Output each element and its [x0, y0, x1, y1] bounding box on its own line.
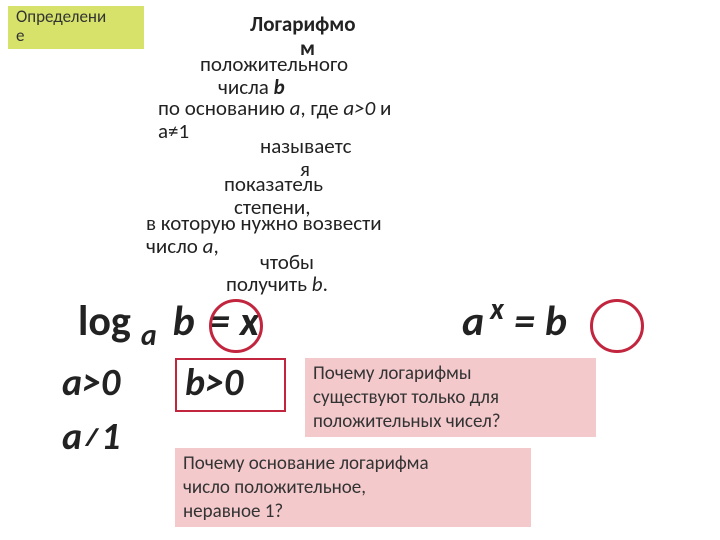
def-l4f: a≠1	[158, 119, 189, 143]
q2-l1: Почему основание логарифма	[183, 452, 429, 475]
q1-l1: Почему логарифмы	[313, 362, 472, 385]
sym-arg-b: b	[173, 296, 195, 347]
highlight-circle-b1	[209, 299, 263, 353]
q2-l2: число положительное,	[183, 476, 366, 499]
def-l7: в которую нужно возвести	[146, 211, 382, 235]
sym-b2: b	[545, 296, 567, 347]
highlight-box-bpos	[175, 358, 286, 412]
q1-l3: положительных чисел?	[313, 410, 501, 433]
sym-log: log	[78, 296, 131, 347]
sym-eq2: =	[514, 296, 535, 347]
cond-a-ne1: a≠1	[62, 414, 120, 460]
def-l7b: число a,	[146, 234, 219, 258]
cond-a-pos: a>0	[62, 360, 120, 406]
definition-label: Определени е	[8, 6, 144, 49]
q1-l2: существуют только для	[313, 386, 499, 409]
sym-base-a: a	[141, 317, 157, 354]
def-l6: показатель	[224, 172, 323, 196]
label-line2: е	[16, 25, 24, 46]
formula-exp: a x = b	[462, 296, 567, 347]
slide-stage: Определени е Логарифмо м положительного …	[0, 0, 720, 540]
def-l1: Логарифмо	[250, 12, 356, 36]
def-l4: по основанию a, где a>0 и	[158, 96, 391, 120]
label-line1: Определени	[16, 6, 106, 27]
sym-a2: a	[462, 296, 484, 347]
q2-l3: неравное 1?	[183, 500, 283, 523]
question-1: Почему логарифмы существуют только для п…	[305, 358, 596, 437]
def-l5: называетс	[260, 134, 351, 158]
question-2: Почему основание логарифма число положит…	[175, 448, 531, 527]
def-l3a: положительного	[200, 52, 348, 76]
sym-exp-x: x	[490, 291, 504, 328]
highlight-circle-b2	[590, 299, 644, 353]
def-l9: получить b.	[226, 272, 328, 296]
